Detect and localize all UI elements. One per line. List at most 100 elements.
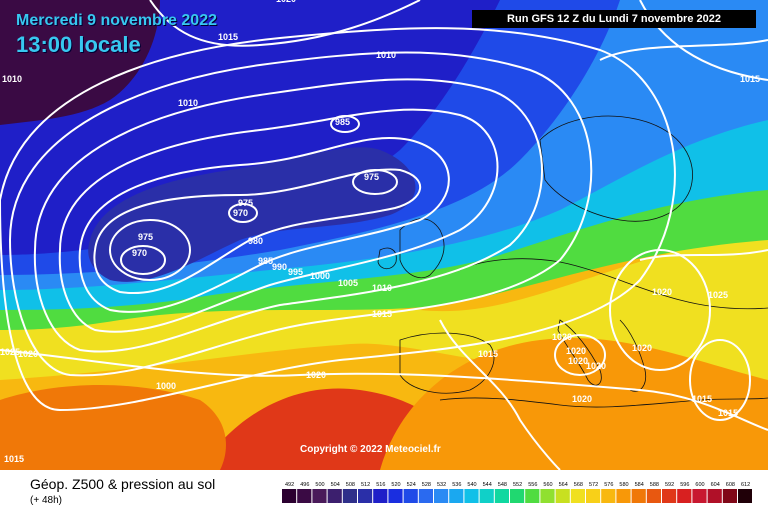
legend-tick-label: 564 [559,482,568,488]
isobar-985 [78,136,450,313]
isobar-1005 [33,78,543,353]
legend-swatch [707,489,722,503]
legend-tick-label: 540 [467,482,476,488]
isobar-low-north [330,115,360,133]
legend-tick-label: 580 [619,482,628,488]
isobar-label: 1010 [372,283,392,293]
coastlines [377,115,768,408]
isobar-low-975 [109,219,191,281]
isobar-label: 995 [288,267,303,277]
field-purple [0,0,160,125]
legend-tick-label: 536 [452,482,461,488]
legend-swatch [297,489,312,503]
isobar-1020 [0,349,768,431]
legend-swatch [677,489,692,503]
legend-tick-label: 516 [376,482,385,488]
legend-swatch [358,489,373,503]
isobar-label: 1015 [740,74,760,84]
legend-tick-label: 528 [422,482,431,488]
isobar-1020-balkan [609,249,711,371]
isobar-label: 1020 [632,343,652,353]
isobar-label: 1015 [4,454,24,464]
isobar-980 [93,168,421,295]
run-info-box: Run GFS 12 Z du Lundi 7 novembre 2022 [472,10,756,28]
isobar-label: 1005 [338,278,358,288]
isobar-label: 1020 [586,361,606,371]
isobar-label: 1015 [218,32,238,42]
legend-tick-label: 544 [483,482,492,488]
legend-tick-label: 584 [635,482,644,488]
legend-tick-label: 520 [391,482,400,488]
field-orange-atlantic [0,385,226,470]
legend-tick-label: 576 [604,482,613,488]
isobar-label: 1010 [178,98,198,108]
legend-swatch [738,489,752,503]
isobar-label: 1015 [478,349,498,359]
legend-tick-label: 596 [680,482,689,488]
isobar-label: 1000 [156,381,176,391]
legend-swatch [662,489,677,503]
copyright-text: Copyright © 2022 Meteociel.fr [300,444,441,455]
forecast-lead: (+ 48h) [30,495,62,506]
legend-swatch [646,489,661,503]
legend-swatch [479,489,494,503]
field-navy [88,147,416,282]
isobar-label: 1010 [376,50,396,60]
isobar-label: 1015 [372,309,392,319]
forecast-date: Mercredi 9 novembre 2022 [16,12,217,29]
isobar-995 [58,108,499,333]
isobar-label: 970 [132,248,147,258]
isobar-label: 970 [233,208,248,218]
legend-tick-label: 608 [726,482,735,488]
isobar-label: 1020 [652,287,672,297]
legend-tick-label: 548 [498,482,507,488]
legend-swatch [722,489,737,503]
isobars [0,0,768,470]
legend-tick-label: 604 [711,482,720,488]
legend-swatch [418,489,433,503]
isobar-1010 [8,51,593,377]
legend-tick-label: 556 [528,482,537,488]
isobar-low-975b [352,169,398,195]
isobar-1020-east [639,249,768,261]
legend-swatch [464,489,479,503]
isobar-label: 1025 [708,290,728,300]
isobar-label: 1015 [718,408,738,418]
isobar-label: 1020 [306,370,326,380]
legend-swatch [692,489,707,503]
legend-swatch [510,489,525,503]
isobar-low-970b [228,203,258,223]
legend-tick-label: 588 [650,482,659,488]
legend-swatch [570,489,585,503]
isobar-label: 1015 [692,394,712,404]
legend-tick-label: 504 [331,482,340,488]
field-yellow [0,230,768,470]
field-orange-sahara [380,338,768,470]
legend-tick-label: 568 [574,482,583,488]
legend-tick-label: 512 [361,482,370,488]
isobar-label: 1025 [0,347,20,357]
legend-swatch [525,489,540,503]
legend-swatch [327,489,342,503]
legend-swatch [616,489,631,503]
legend-tick-label: 592 [665,482,674,488]
weather-map: 1010 1015 1010 1010 1020 1015 985 975 97… [0,0,768,470]
isobar-label: 985 [258,256,273,266]
legend-tick-label: 524 [407,482,416,488]
isobar-1015 [0,27,676,412]
isobar-label: 1010 [2,74,22,84]
isobar-top [149,0,421,47]
legend-tick-label: 552 [513,482,522,488]
legend-tick-label: 496 [300,482,309,488]
legend-swatch [631,489,646,503]
legend-swatch [449,489,464,503]
isobar-1020-italy [554,334,606,376]
legend-tick-label: 612 [741,482,750,488]
isobar-low-970 [120,245,166,275]
legend-swatch [403,489,418,503]
legend-tick-label: 572 [589,482,598,488]
legend-swatch [601,489,616,503]
isobar-label: 1020 [18,349,38,359]
isobar-label: 975 [138,232,153,242]
